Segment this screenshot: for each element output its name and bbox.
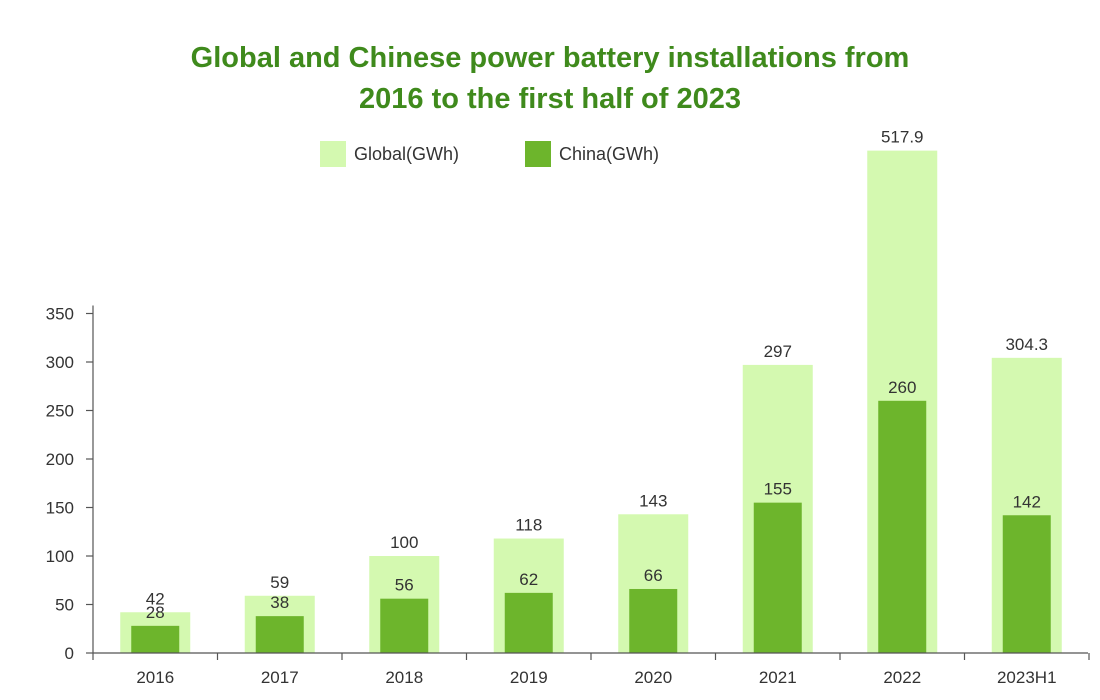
chart-title-line-2: 2016 to the first half of 2023 xyxy=(359,83,741,115)
bar-china-2021 xyxy=(753,502,802,653)
bar-china-2018 xyxy=(380,598,429,653)
label-global-2021: 297 xyxy=(764,342,792,361)
label-global-2018: 100 xyxy=(390,533,418,552)
bar-china-2016 xyxy=(131,625,180,653)
x-tick-label-2023H1: 2023H1 xyxy=(997,668,1057,687)
legend: Global(GWh) China(GWh) xyxy=(0,140,1100,170)
label-global-2019: 118 xyxy=(515,516,542,535)
label-china-2022: 260 xyxy=(888,378,916,397)
x-tick-label-2016: 2016 xyxy=(136,668,174,687)
legend-item-global: Global(GWh) xyxy=(320,140,459,168)
label-global-2022: 517.9 xyxy=(881,128,924,147)
label-china-2019: 62 xyxy=(519,570,538,589)
label-global-2016: 42 xyxy=(146,589,165,608)
x-tick-label-2019: 2019 xyxy=(510,668,548,687)
y-tick-label-100: 100 xyxy=(46,547,74,566)
y-tick-label-0: 0 xyxy=(65,644,74,663)
y-tick-label-250: 250 xyxy=(46,402,74,421)
x-tick-label-2017: 2017 xyxy=(261,668,299,687)
y-tick-label-50: 50 xyxy=(55,596,74,615)
label-global-2017: 59 xyxy=(270,573,289,592)
y-tick-label-300: 300 xyxy=(46,353,74,372)
x-tick-label-2022: 2022 xyxy=(883,668,921,687)
y-tick-label-350: 350 xyxy=(46,305,74,324)
legend-swatch-china xyxy=(525,141,551,167)
x-tick-label-2020: 2020 xyxy=(634,668,672,687)
bar-china-2022 xyxy=(878,400,927,653)
x-tick-label-2018: 2018 xyxy=(385,668,423,687)
chart-title-line-1: Global and Chinese power battery install… xyxy=(190,42,910,74)
legend-label-china: China(GWh) xyxy=(559,143,660,164)
label-china-2023H1: 142 xyxy=(1013,492,1041,511)
legend-label-global: Global(GWh) xyxy=(354,143,460,164)
label-global-2023H1: 304.3 xyxy=(1005,335,1048,354)
legend-item-china: China(GWh) xyxy=(525,140,659,168)
bar-china-2023H1 xyxy=(1002,515,1051,653)
legend-swatch-global xyxy=(320,141,346,167)
chart-title: Global and Chinese power battery install… xyxy=(0,38,1100,120)
bar-china-2017 xyxy=(255,616,304,653)
label-china-2018: 56 xyxy=(395,576,414,595)
x-tick-label-2021: 2021 xyxy=(759,668,797,687)
label-china-2016: 28 xyxy=(146,603,165,622)
y-tick-label-200: 200 xyxy=(46,450,74,469)
y-tick-label-150: 150 xyxy=(46,499,74,518)
label-china-2017: 38 xyxy=(270,593,289,612)
label-china-2021: 155 xyxy=(764,480,792,499)
label-china-2020: 66 xyxy=(644,566,663,585)
label-global-2020: 143 xyxy=(639,491,667,510)
bar-china-2019 xyxy=(504,592,553,653)
bar-china-2020 xyxy=(629,588,678,653)
